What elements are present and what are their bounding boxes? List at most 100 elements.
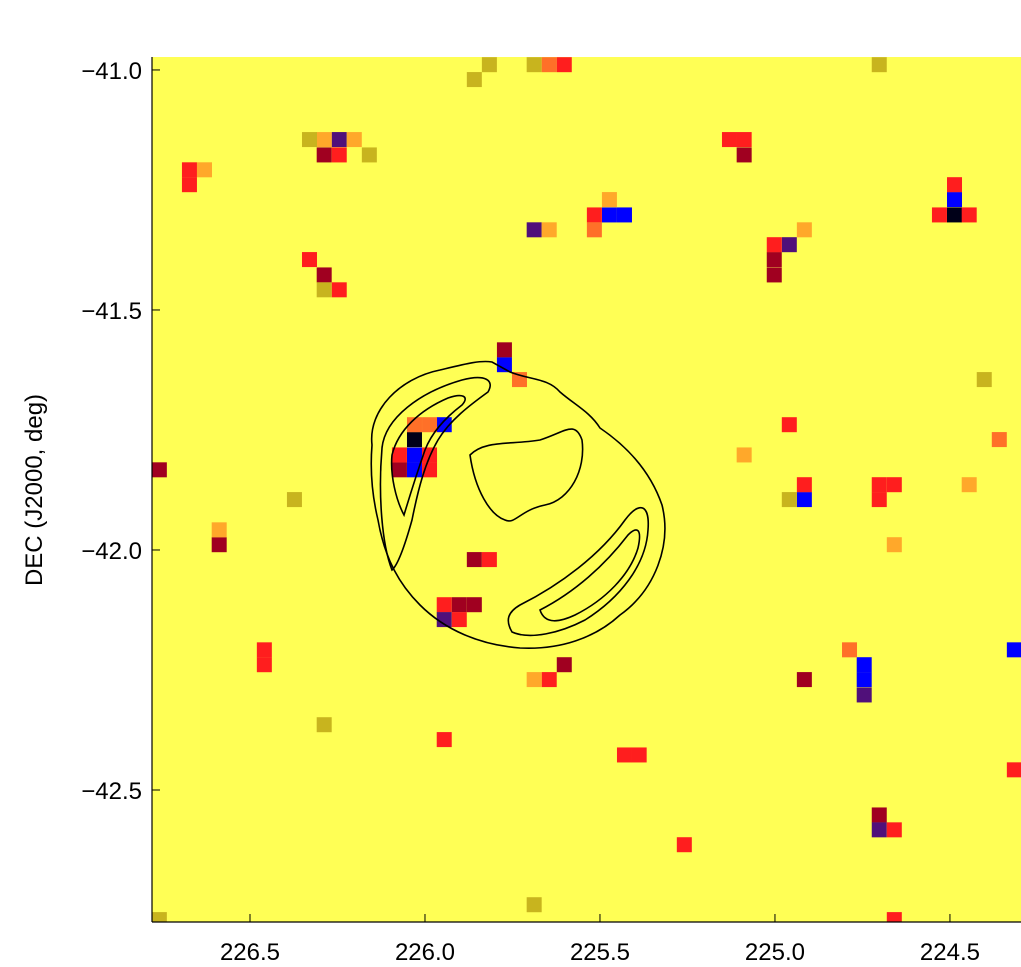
heatmap-cell — [947, 177, 962, 192]
heatmap-cell — [872, 822, 887, 837]
heatmap-cell — [842, 642, 857, 657]
heatmap-cell — [347, 132, 362, 147]
heatmap-cell — [737, 147, 752, 162]
heatmap-cell — [857, 657, 872, 672]
heatmap-cell — [527, 222, 542, 237]
heatmap-cell — [452, 597, 467, 612]
heatmap-cell — [182, 162, 197, 177]
heatmap-cell — [857, 687, 872, 702]
heatmap-cell — [782, 492, 797, 507]
heatmap-cell — [797, 672, 812, 687]
heatmap-cell — [302, 132, 317, 147]
heatmap-cell — [332, 132, 347, 147]
heatmap-cell — [437, 732, 452, 747]
heatmap-cell — [257, 657, 272, 672]
heatmap-cell — [767, 237, 782, 252]
x-tick-label: 226.5 — [220, 939, 280, 966]
heatmap-cell — [767, 267, 782, 282]
heatmap-cell — [797, 222, 812, 237]
heatmap-cell — [467, 597, 482, 612]
heatmap-cell — [962, 477, 977, 492]
heatmap-cell — [182, 177, 197, 192]
heatmap-cell — [197, 162, 212, 177]
heatmap-cell — [872, 492, 887, 507]
heatmap-cell — [542, 57, 557, 72]
heatmap-cell — [797, 477, 812, 492]
heatmap-cell — [557, 657, 572, 672]
heatmap-cell — [782, 417, 797, 432]
heatmap-cell — [317, 147, 332, 162]
y-tick-label: −41.5 — [81, 298, 142, 325]
heatmap-cell — [617, 747, 632, 762]
heatmap-cell — [152, 912, 167, 927]
heatmap-cell — [152, 462, 167, 477]
heatmap-cell — [992, 432, 1007, 447]
heatmap-cell — [482, 552, 497, 567]
heatmap-cell — [482, 57, 497, 72]
heatmap-cell — [887, 537, 902, 552]
heatmap-cell — [527, 57, 542, 72]
heatmap-cell — [977, 372, 992, 387]
x-tick-label: 225.5 — [570, 939, 630, 966]
heatmap-cell — [467, 552, 482, 567]
heatmap-cell — [722, 132, 737, 147]
heatmap-cell — [557, 57, 572, 72]
heatmap-cell — [1007, 642, 1021, 657]
heatmap-cell — [962, 207, 977, 222]
heatmap-cell — [947, 192, 962, 207]
heatmap-cell — [317, 717, 332, 732]
heatmap-cell — [467, 72, 482, 87]
heatmap-cell — [317, 132, 332, 147]
chart: DEC (J2000, deg) −41.0 −41.5 −42.0 −42.5 226… — [0, 0, 1021, 967]
heatmap-cell — [527, 897, 542, 912]
y-tick-label: −42.5 — [81, 778, 142, 805]
heatmap-cell — [887, 912, 902, 927]
heatmap-cell — [947, 207, 962, 222]
heatmap-cell — [497, 357, 512, 372]
heatmap-cell — [587, 207, 602, 222]
heatmap-cell — [872, 57, 887, 72]
heatmap-cell — [857, 672, 872, 687]
heatmap-cell — [872, 477, 887, 492]
x-tick-label: 224.5 — [920, 939, 980, 966]
heatmap-cell — [332, 282, 347, 297]
heatmap-cell — [497, 342, 512, 357]
heatmap-cell — [317, 267, 332, 282]
heatmap-cell — [602, 192, 617, 207]
heatmap-cell — [1007, 762, 1021, 777]
heatmap-cell — [422, 417, 437, 432]
heatmap-cell — [617, 207, 632, 222]
heatmap-cell — [212, 522, 227, 537]
heatmap-cell — [392, 462, 407, 477]
heatmap-cell — [887, 822, 902, 837]
heatmap-cell — [602, 207, 617, 222]
heatmap-cell — [587, 222, 602, 237]
heatmap-cell — [407, 432, 422, 447]
y-axis-label: DEC (J2000, deg) — [21, 394, 48, 586]
heatmap-cell — [782, 237, 797, 252]
heatmap-cell — [797, 492, 812, 507]
heatmap-cell — [317, 282, 332, 297]
y-tick-label: −41.0 — [81, 58, 142, 85]
heatmap-cell — [677, 837, 692, 852]
heatmap-cell — [437, 597, 452, 612]
x-tick-label: 225.0 — [745, 939, 805, 966]
heatmap-cell — [332, 147, 347, 162]
page: {"chart_data": { "type": "heatmap", "y_l… — [0, 0, 1021, 967]
heatmap-cell — [632, 747, 647, 762]
heatmap-cell — [287, 492, 302, 507]
heatmap-cell — [872, 807, 887, 822]
y-tick-label: −42.0 — [81, 538, 142, 565]
heatmap-cell — [542, 672, 557, 687]
heatmap-cell — [362, 147, 377, 162]
x-tick-label: 226.0 — [395, 939, 455, 966]
heatmap-cell — [452, 612, 467, 627]
heatmap-cell — [257, 642, 272, 657]
heatmap-cell — [212, 537, 227, 552]
heatmap-cell — [932, 207, 947, 222]
heatmap-cell — [737, 447, 752, 462]
heatmap-cell — [887, 477, 902, 492]
heatmap-cell — [767, 252, 782, 267]
heatmap-cell — [737, 132, 752, 147]
heatmap-cell — [302, 252, 317, 267]
